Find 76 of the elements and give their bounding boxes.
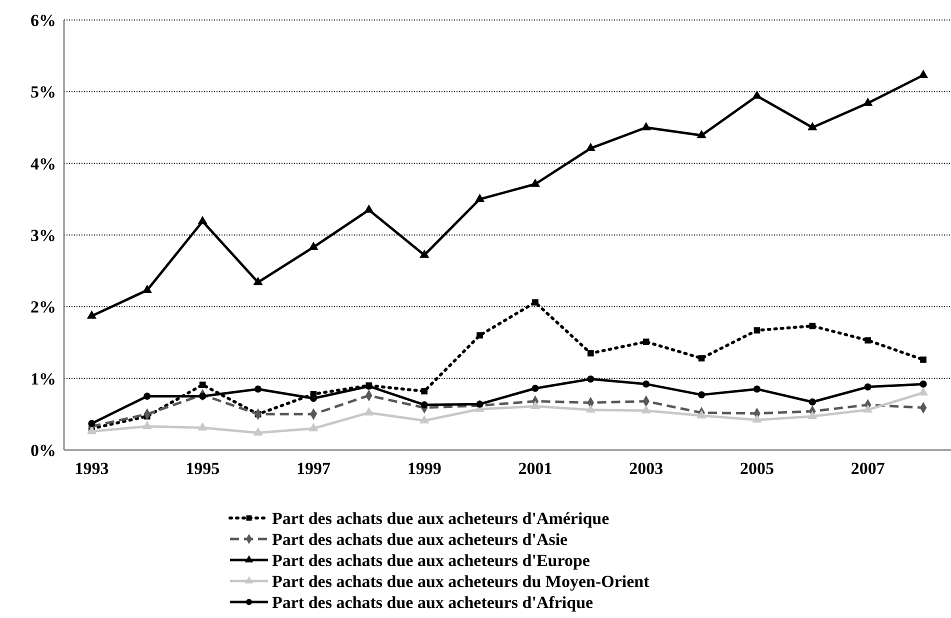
y-tick-label: 5% <box>30 82 56 102</box>
point <box>142 284 152 293</box>
point <box>642 380 650 388</box>
y-tick-label: 1% <box>30 369 56 388</box>
point <box>863 404 873 413</box>
y-tick-label: 2% <box>30 298 56 317</box>
point <box>253 276 263 286</box>
point <box>696 130 706 138</box>
point <box>532 384 539 392</box>
x-tick-label: 2005 <box>740 459 774 478</box>
legend-label: Part des achats due aux acheteurs d'Asie <box>272 530 568 549</box>
point <box>863 98 873 106</box>
x-tick-label: 2003 <box>629 459 664 478</box>
x-tick-label: 1997 <box>296 459 331 478</box>
point <box>421 388 428 394</box>
point <box>198 422 208 431</box>
point <box>364 407 374 416</box>
point <box>864 383 872 390</box>
point <box>142 420 152 430</box>
point <box>808 122 818 130</box>
point <box>308 242 318 250</box>
point <box>753 386 761 393</box>
point <box>474 194 485 202</box>
point <box>587 375 594 383</box>
point <box>696 410 706 418</box>
point <box>199 392 206 400</box>
point <box>918 70 928 78</box>
point <box>532 299 538 306</box>
point <box>642 338 650 345</box>
point <box>641 122 651 130</box>
point <box>808 410 818 420</box>
x-tick-label: 1995 <box>186 459 220 478</box>
point <box>86 426 97 434</box>
point <box>918 387 928 396</box>
point <box>641 405 651 414</box>
point <box>864 337 872 344</box>
y-tick-label: 3% <box>30 226 56 245</box>
point <box>253 427 263 436</box>
point <box>586 404 596 413</box>
point <box>920 356 926 363</box>
point <box>586 142 596 152</box>
legend-label: Part des achats due aux acheteurs d'Europe <box>272 550 590 570</box>
point <box>476 332 483 338</box>
point <box>530 178 540 187</box>
y-tick-label: 6% <box>30 10 56 30</box>
point <box>420 250 430 258</box>
point <box>420 415 430 424</box>
point <box>808 398 816 406</box>
point <box>476 400 484 408</box>
y-tick-label: 0% <box>30 440 56 460</box>
point <box>88 420 96 428</box>
legend-label: Part des achats due aux acheteurs d'Afrique <box>272 592 594 612</box>
point <box>698 391 706 398</box>
legend-label: Part des achats due aux acheteurs du Moyen-Orient <box>272 572 650 591</box>
point <box>308 422 318 432</box>
point <box>752 414 762 423</box>
point <box>809 322 816 330</box>
x-tick-label: 1993 <box>74 459 109 478</box>
point <box>86 310 97 319</box>
x-tick-label: 2007 <box>850 459 886 478</box>
x-tick-label: 1999 <box>407 459 442 478</box>
legend-label: Part des achats due aux acheteurs d'Amérique <box>272 508 610 528</box>
point <box>254 386 262 393</box>
point <box>198 216 208 224</box>
point <box>420 401 428 408</box>
point <box>199 382 206 388</box>
x-tick-label: 2001 <box>518 459 552 478</box>
point <box>364 204 374 213</box>
point <box>920 380 927 388</box>
y-tick-label: 4% <box>30 154 56 174</box>
point <box>144 392 151 400</box>
point <box>698 355 705 362</box>
point <box>530 400 540 410</box>
point <box>752 90 762 99</box>
point <box>587 350 594 356</box>
point <box>754 327 760 334</box>
